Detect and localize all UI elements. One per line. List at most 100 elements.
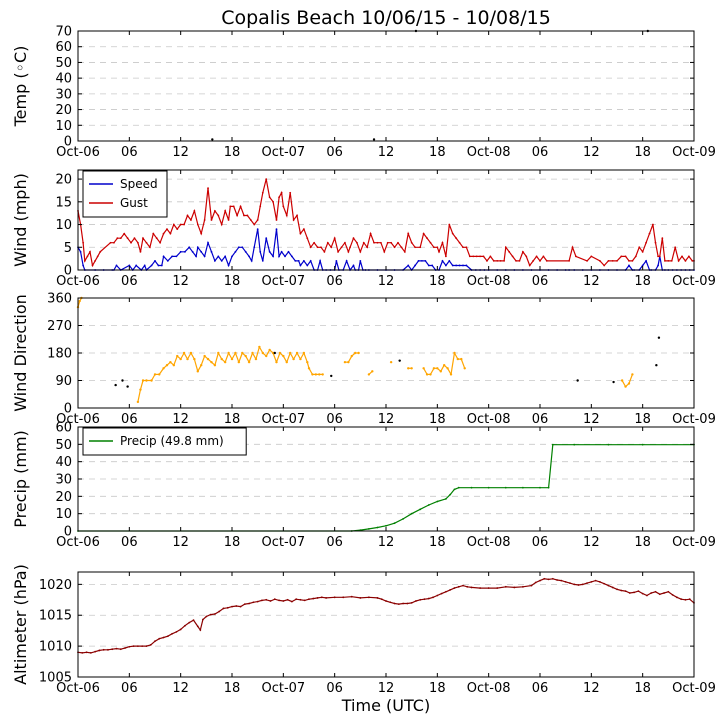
data-point bbox=[419, 508, 422, 511]
data-point bbox=[462, 246, 464, 249]
data-point bbox=[545, 260, 548, 262]
data-point bbox=[426, 237, 428, 240]
data-point bbox=[280, 191, 283, 194]
data-point bbox=[628, 264, 630, 267]
x-tick-label: 12 bbox=[172, 274, 189, 289]
data-point bbox=[534, 581, 537, 584]
data-point bbox=[284, 255, 286, 258]
data-point bbox=[628, 592, 631, 594]
data-point bbox=[436, 594, 439, 597]
data-point bbox=[244, 250, 247, 253]
x-tick-label: 06 bbox=[326, 145, 343, 160]
data-point bbox=[299, 357, 302, 361]
data-point bbox=[186, 214, 189, 217]
series-line bbox=[77, 228, 694, 272]
data-point bbox=[359, 260, 362, 262]
data-point bbox=[444, 255, 447, 258]
data-point bbox=[515, 260, 517, 262]
series-segment bbox=[238, 352, 243, 363]
data-point bbox=[157, 264, 160, 267]
data-point bbox=[663, 592, 665, 594]
data-point bbox=[482, 255, 485, 258]
data-point bbox=[256, 219, 259, 221]
data-point bbox=[296, 214, 298, 217]
data-point bbox=[166, 635, 169, 638]
data-point bbox=[607, 584, 610, 587]
y-tick-label: 90 bbox=[55, 374, 72, 389]
data-point bbox=[687, 255, 690, 258]
data-point bbox=[141, 645, 144, 648]
data-point bbox=[191, 250, 194, 253]
legend-label: Speed bbox=[120, 177, 158, 191]
panel-altimeter: 1005 1010 1015 1020 Oct-06 06 12 18 Oct-07 06 12 18… bbox=[11, 564, 716, 696]
x-tick-label: 18 bbox=[224, 412, 241, 427]
data-point bbox=[210, 250, 213, 253]
data-point bbox=[169, 232, 172, 235]
data-point bbox=[389, 360, 393, 364]
data-point bbox=[442, 364, 446, 367]
data-point bbox=[376, 597, 379, 599]
data-point bbox=[99, 250, 102, 253]
data-point bbox=[275, 360, 278, 364]
data-point bbox=[220, 260, 223, 262]
x-tick-label: 12 bbox=[172, 681, 189, 696]
data-point bbox=[407, 232, 410, 235]
data-point bbox=[248, 255, 251, 258]
data-point bbox=[677, 260, 680, 262]
data-point bbox=[268, 348, 271, 352]
data-point bbox=[141, 379, 145, 382]
data-point bbox=[119, 237, 122, 240]
data-point bbox=[247, 360, 251, 364]
data-point bbox=[487, 486, 490, 489]
data-point bbox=[607, 260, 610, 262]
data-point bbox=[261, 599, 263, 602]
data-point bbox=[82, 241, 85, 244]
data-point bbox=[486, 260, 488, 262]
data-point bbox=[280, 250, 283, 253]
data-point bbox=[350, 595, 353, 598]
data-point bbox=[272, 255, 274, 258]
data-point bbox=[547, 486, 550, 489]
data-point bbox=[371, 370, 374, 373]
data-point bbox=[162, 232, 165, 235]
x-tick-label: 18 bbox=[634, 145, 651, 160]
x-tick-label: 12 bbox=[172, 145, 189, 160]
series-wind-direction-1 bbox=[114, 336, 661, 388]
data-point bbox=[340, 246, 343, 249]
data-point bbox=[511, 255, 514, 258]
data-point bbox=[83, 260, 86, 262]
data-point bbox=[627, 382, 631, 385]
series-segment bbox=[275, 352, 281, 363]
data-point bbox=[616, 588, 618, 591]
y-tick-label: 40 bbox=[55, 455, 72, 470]
data-point bbox=[320, 246, 322, 249]
data-point bbox=[349, 246, 351, 249]
data-point bbox=[162, 255, 165, 258]
data-point bbox=[655, 364, 658, 367]
data-point bbox=[611, 260, 614, 262]
data-point bbox=[249, 219, 252, 221]
data-point bbox=[451, 264, 454, 267]
data-point bbox=[248, 602, 251, 605]
y-tick-label: 10 bbox=[55, 507, 72, 522]
data-point bbox=[367, 528, 370, 530]
plot-frame bbox=[77, 169, 695, 271]
data-point bbox=[641, 264, 644, 267]
data-point bbox=[210, 360, 213, 364]
x-tick-label: 12 bbox=[172, 412, 189, 427]
x-tick-label: 18 bbox=[224, 535, 241, 550]
data-point bbox=[410, 601, 413, 604]
data-point bbox=[278, 599, 280, 602]
data-point bbox=[102, 648, 105, 651]
data-point bbox=[211, 138, 214, 141]
x-tick-label: 06 bbox=[532, 535, 549, 550]
data-point bbox=[528, 264, 531, 267]
y-tick-label: 60 bbox=[55, 421, 72, 436]
data-point bbox=[688, 598, 691, 601]
data-point bbox=[207, 187, 209, 190]
data-point bbox=[419, 598, 422, 601]
data-point bbox=[109, 241, 112, 244]
data-point bbox=[414, 246, 416, 249]
data-point bbox=[422, 367, 425, 370]
